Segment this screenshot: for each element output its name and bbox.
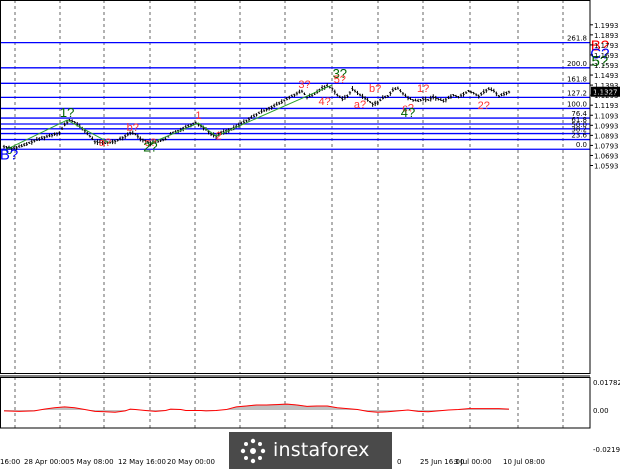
wave-label: 2? bbox=[478, 100, 490, 112]
wave-label: 2? bbox=[143, 140, 157, 155]
wave-label: 5? bbox=[592, 53, 609, 70]
time-tick-label: 0 bbox=[397, 458, 401, 466]
price-tick-label: 1.1293 bbox=[594, 92, 619, 100]
wave-lines bbox=[8, 84, 333, 149]
time-tick-label: 28 Apr 00:00 bbox=[24, 458, 70, 466]
price-tick-label: 1.0693 bbox=[594, 152, 619, 160]
time-tick-label: 25 Jun 16:00 bbox=[420, 458, 464, 466]
fib-level-label: 200.0 bbox=[567, 60, 587, 68]
price-tick-label: 1.1093 bbox=[594, 112, 619, 120]
oscillator-tick-label: 0.00 bbox=[593, 407, 609, 415]
price-tick-label: 1.1193 bbox=[594, 102, 619, 110]
last-price-marker bbox=[591, 86, 620, 97]
fib-level-label: 261.8 bbox=[567, 35, 587, 43]
time-tick-label: 5 May 08:00 bbox=[70, 458, 114, 466]
instaforex-logo-icon bbox=[240, 438, 266, 464]
oscillator-histogram bbox=[4, 403, 509, 413]
fib-level-label: 61.8 bbox=[571, 116, 587, 124]
price-tick-label: 1.1693 bbox=[594, 52, 619, 60]
fib-level-label: 0.0 bbox=[576, 141, 587, 149]
wave-label: a? bbox=[354, 99, 366, 111]
fib-level-label: 127.2 bbox=[567, 89, 587, 97]
price-tick-label: 1.1993 bbox=[594, 22, 619, 30]
price-tick-label: 1.1893 bbox=[594, 32, 619, 40]
wave-label: b? bbox=[369, 83, 381, 95]
oscillator-tick-label: -0.02198 bbox=[593, 446, 620, 454]
wave-label: 3? bbox=[333, 66, 347, 81]
wave-label: 1? bbox=[60, 105, 74, 120]
time-tick-label: 16:00 bbox=[0, 458, 20, 466]
price-tick-label: 1.1393 bbox=[594, 82, 619, 90]
watermark-text: instaforex bbox=[273, 439, 370, 461]
wave-label: 1 bbox=[195, 110, 201, 122]
price-tick-label: 1.0893 bbox=[594, 132, 619, 140]
wave-label: 4? bbox=[401, 105, 415, 120]
fib-level-label: 23.6 bbox=[571, 132, 587, 140]
price-tick-label: 1.1793 bbox=[594, 42, 619, 50]
wave-label: 3? bbox=[298, 79, 310, 91]
wave-label: c bbox=[6, 142, 13, 157]
price-tick-label: 1.1493 bbox=[594, 72, 619, 80]
oscillator-tick-label: 0.01782 bbox=[593, 379, 620, 387]
price-tick-label: 1.1593 bbox=[594, 62, 619, 70]
wave-label: 4? bbox=[319, 96, 331, 108]
wave-label: c? bbox=[145, 137, 157, 149]
watermark-logo: instaforex bbox=[229, 432, 392, 469]
fib-level-label: 161.8 bbox=[567, 75, 587, 83]
fib-level-label: 50.0 bbox=[571, 121, 587, 129]
time-tick-label: 12 May 16:00 bbox=[118, 458, 166, 466]
wave-label: B? bbox=[0, 146, 18, 163]
fibonacci-levels: 261.8 200.0 161.8 127.2 100.0 76.461.850.038.… bbox=[0, 35, 590, 150]
wave-trend-line bbox=[8, 119, 111, 149]
wave-label: B? bbox=[591, 38, 609, 55]
last-price-label: 1.1327 bbox=[593, 89, 618, 97]
time-tick-label: 10 Jul 08:00 bbox=[503, 458, 545, 466]
wave-label: a? bbox=[99, 137, 111, 149]
wave-label: 2 bbox=[216, 131, 222, 143]
vertical-grid bbox=[14, 0, 564, 428]
wave-label: 5? bbox=[334, 74, 346, 86]
price-axis: 1.1993 1.1893 1.1793 1.1693 1.1593 1.1493 1.13… bbox=[590, 22, 620, 171]
time-tick-label: 20 May 00:00 bbox=[167, 458, 215, 466]
wave-labels: cB?1?a?b?c?2?123?4?3?5?b?a? c?4?1?2?B?C?5… bbox=[0, 38, 609, 164]
fib-level-label: 100.0 bbox=[567, 100, 587, 108]
oscillator-signal-line bbox=[3, 403, 510, 413]
wave-label: 1? bbox=[417, 83, 429, 95]
price-tick-label: 1.0993 bbox=[594, 122, 619, 130]
price-bars bbox=[2, 83, 511, 151]
main-panel-frame bbox=[0, 0, 591, 374]
price-tick-label: 1.0793 bbox=[594, 142, 619, 150]
wave-label: C? bbox=[590, 45, 609, 62]
oscillator-panel: 0.01782 0.00 -0.02198 bbox=[3, 379, 620, 454]
wave-label: c? bbox=[402, 103, 414, 115]
price-tick-label: 1.0593 bbox=[594, 163, 619, 171]
fib-level-label: 76.4 bbox=[571, 110, 587, 118]
wave-label: b? bbox=[127, 122, 139, 134]
wave-trend-line bbox=[150, 84, 333, 144]
oscillator-panel-frame bbox=[0, 377, 591, 429]
fib-level-label: 38.2 bbox=[571, 126, 587, 134]
time-tick-label: 3 Jul 00:00 bbox=[454, 458, 492, 466]
